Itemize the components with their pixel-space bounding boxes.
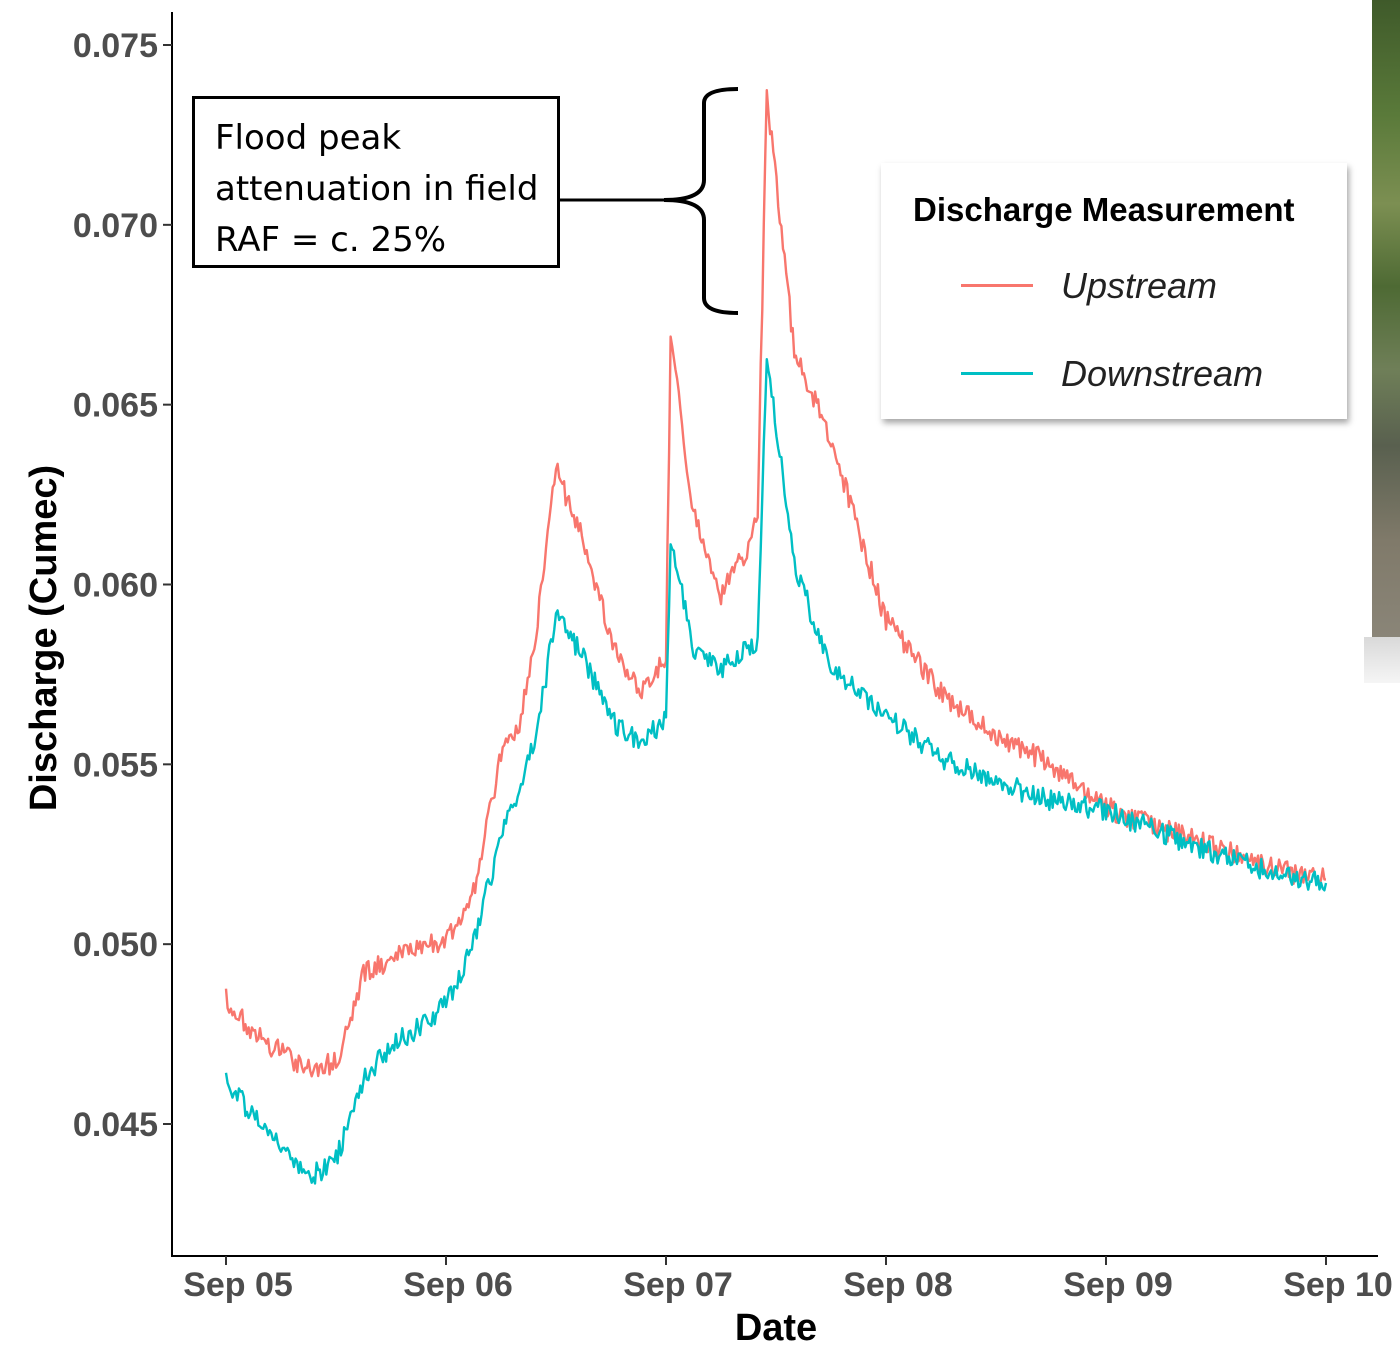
x-tick-label: Sep 09 [1063, 1266, 1173, 1304]
series-line-downstream [224, 358, 1328, 1185]
x-tick-label: Sep 07 [623, 1266, 733, 1304]
annotation-line-2: attenuation in field [215, 169, 539, 209]
y-tick-label: 0.050 [73, 926, 158, 964]
y-axis-title: Discharge (Cumec) [23, 465, 65, 811]
y-tick-label: 0.055 [73, 746, 158, 784]
x-tick-label: Sep 06 [403, 1266, 513, 1304]
x-tick-label: Sep 10 [1283, 1266, 1393, 1304]
legend-key-downstream [961, 372, 1033, 375]
annotation-box: Flood peak attenuation in field RAF = c.… [192, 96, 560, 268]
legend: Discharge Measurement Upstream Downstrea… [881, 163, 1347, 419]
y-tick-label: 0.065 [73, 387, 158, 425]
legend-item-downstream: Downstream [961, 353, 1341, 394]
y-tick-label: 0.070 [73, 207, 158, 245]
legend-label-upstream: Upstream [1061, 265, 1218, 306]
y-tick-label: 0.060 [73, 567, 158, 605]
peak-bracket [663, 87, 739, 315]
legend-key-upstream [961, 284, 1033, 287]
annotation-line-3: RAF = c. 25% [215, 220, 447, 260]
photo-shadow [1364, 637, 1400, 683]
legend-label-downstream: Downstream [1061, 353, 1264, 394]
y-tick-label: 0.075 [73, 27, 158, 65]
photo-fragment [1372, 0, 1400, 637]
x-tick-label: Sep 08 [843, 1266, 953, 1304]
y-tick-label: 0.045 [73, 1106, 158, 1144]
x-axis-title: Date [735, 1307, 817, 1346]
x-tick-label: Sep 05 [183, 1266, 293, 1304]
annotation-line-1: Flood peak [215, 118, 402, 158]
axes: 0.045 0.050 0.055 0.060 0.065 0.070 0.075 Sep 0… [73, 12, 1393, 1304]
legend-title: Discharge Measurement [913, 191, 1295, 228]
plot-area [224, 89, 1328, 1185]
legend-item-upstream: Upstream [961, 265, 1341, 306]
